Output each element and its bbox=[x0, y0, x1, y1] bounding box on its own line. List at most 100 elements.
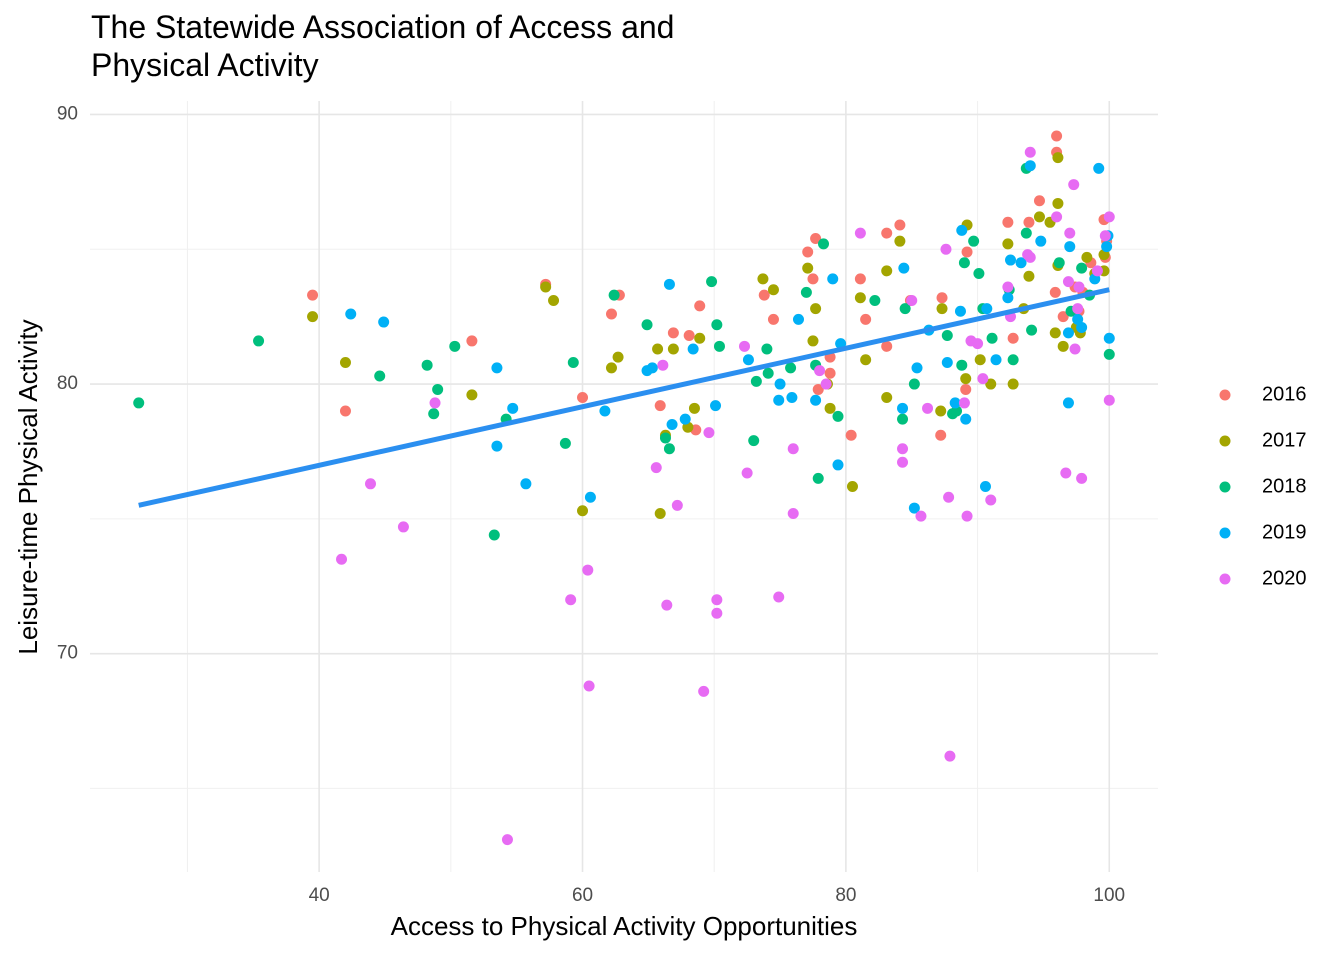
point bbox=[1024, 160, 1036, 172]
point bbox=[960, 373, 972, 385]
point bbox=[710, 400, 722, 412]
point bbox=[694, 300, 706, 312]
point bbox=[954, 305, 966, 317]
point bbox=[663, 443, 675, 455]
point bbox=[985, 494, 997, 506]
point bbox=[1026, 324, 1038, 336]
point bbox=[802, 246, 814, 258]
point bbox=[1052, 197, 1064, 209]
point bbox=[820, 378, 832, 390]
point bbox=[428, 408, 440, 420]
point bbox=[1101, 241, 1113, 253]
point bbox=[612, 351, 624, 363]
point bbox=[807, 335, 819, 347]
point bbox=[1049, 286, 1061, 298]
point bbox=[491, 440, 503, 452]
point bbox=[706, 276, 718, 288]
point bbox=[908, 502, 920, 514]
point bbox=[1051, 211, 1063, 223]
point bbox=[711, 319, 723, 331]
point bbox=[935, 429, 947, 441]
point bbox=[897, 413, 909, 425]
point bbox=[577, 392, 589, 404]
point bbox=[1076, 472, 1088, 484]
point bbox=[1099, 230, 1111, 242]
point bbox=[1015, 257, 1027, 269]
point bbox=[854, 227, 866, 239]
point bbox=[973, 268, 985, 280]
point bbox=[1069, 343, 1081, 355]
point bbox=[559, 437, 571, 449]
point bbox=[507, 402, 519, 414]
point bbox=[711, 594, 723, 606]
legend-swatch bbox=[1219, 435, 1231, 447]
point bbox=[397, 521, 409, 533]
point bbox=[654, 507, 666, 519]
point bbox=[881, 340, 893, 352]
point bbox=[897, 402, 909, 414]
point bbox=[540, 281, 552, 293]
point bbox=[908, 378, 920, 390]
point bbox=[958, 257, 970, 269]
point bbox=[1007, 378, 1019, 390]
point bbox=[894, 235, 906, 247]
legend-label: 2019 bbox=[1262, 521, 1307, 543]
point bbox=[657, 359, 669, 371]
point bbox=[374, 370, 386, 382]
point bbox=[1064, 241, 1076, 253]
point bbox=[854, 292, 866, 304]
x-tick-label: 80 bbox=[835, 885, 856, 906]
point bbox=[906, 294, 918, 306]
point bbox=[935, 405, 947, 417]
point bbox=[897, 443, 909, 455]
y-axis-title: Leisure-time Physical Activity bbox=[13, 319, 43, 654]
point bbox=[663, 278, 675, 290]
point bbox=[787, 443, 799, 455]
point bbox=[307, 311, 319, 323]
point bbox=[582, 564, 594, 576]
x-tick-label: 60 bbox=[572, 885, 593, 906]
legend-swatch bbox=[1219, 481, 1231, 493]
point bbox=[661, 599, 673, 611]
point bbox=[605, 362, 617, 374]
point bbox=[961, 510, 973, 522]
point bbox=[960, 413, 972, 425]
point bbox=[1002, 238, 1014, 250]
point bbox=[894, 219, 906, 231]
point bbox=[1033, 211, 1045, 223]
point bbox=[605, 308, 617, 320]
point bbox=[336, 553, 348, 565]
point bbox=[860, 354, 872, 366]
point bbox=[845, 429, 857, 441]
point bbox=[1103, 394, 1115, 406]
point bbox=[650, 462, 662, 474]
point bbox=[911, 362, 923, 374]
point bbox=[1033, 195, 1045, 207]
point bbox=[986, 332, 998, 344]
point bbox=[1049, 327, 1061, 339]
point bbox=[711, 607, 723, 619]
point bbox=[1051, 130, 1063, 142]
point bbox=[1093, 162, 1105, 174]
point bbox=[761, 343, 773, 355]
point bbox=[824, 367, 836, 379]
point bbox=[491, 362, 503, 374]
point bbox=[951, 405, 963, 417]
point bbox=[567, 356, 579, 368]
point bbox=[1072, 303, 1084, 315]
point bbox=[1057, 340, 1069, 352]
point bbox=[133, 397, 145, 409]
point bbox=[802, 262, 814, 274]
point bbox=[741, 467, 753, 479]
legend-label: 2020 bbox=[1262, 567, 1307, 589]
point bbox=[698, 685, 710, 697]
point bbox=[1023, 216, 1035, 228]
y-tick-label: 90 bbox=[57, 103, 78, 124]
point bbox=[738, 340, 750, 352]
point bbox=[774, 378, 786, 390]
point bbox=[501, 834, 513, 846]
point bbox=[818, 238, 830, 250]
point bbox=[683, 330, 695, 342]
point bbox=[1020, 227, 1032, 239]
